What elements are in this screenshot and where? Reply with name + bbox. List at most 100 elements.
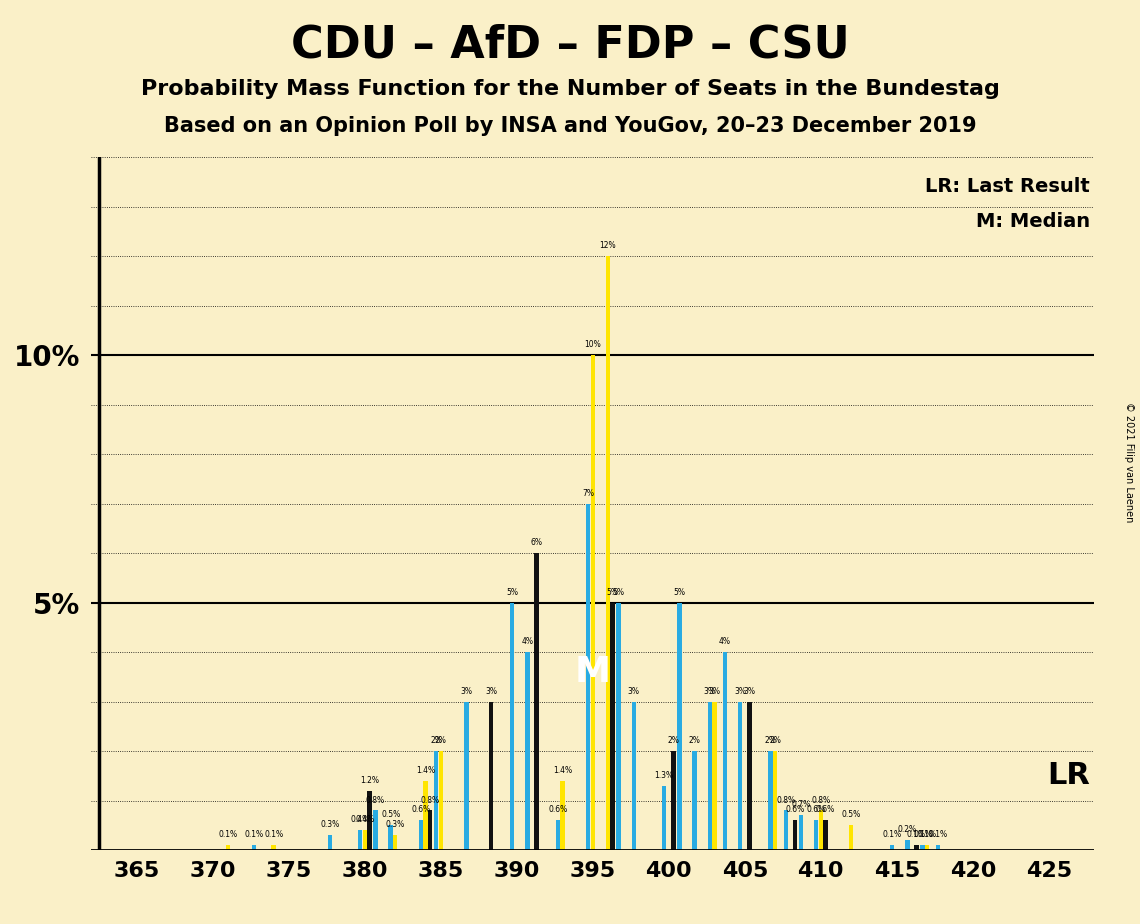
- Text: 0.4%: 0.4%: [356, 815, 374, 824]
- Text: 1.4%: 1.4%: [416, 766, 435, 775]
- Text: 7%: 7%: [583, 489, 594, 498]
- Text: Based on an Opinion Poll by INSA and YouGov, 20–23 December 2019: Based on an Opinion Poll by INSA and You…: [164, 116, 976, 136]
- Text: 3%: 3%: [484, 687, 497, 696]
- Bar: [792, 821, 797, 850]
- Bar: [560, 781, 564, 850]
- Text: 12%: 12%: [600, 241, 617, 250]
- Text: 2%: 2%: [765, 736, 776, 745]
- Bar: [226, 845, 230, 850]
- Bar: [363, 831, 367, 850]
- Bar: [662, 785, 667, 850]
- Text: 0.8%: 0.8%: [776, 796, 796, 805]
- Bar: [252, 845, 256, 850]
- Bar: [747, 701, 751, 850]
- Bar: [936, 845, 940, 850]
- Bar: [738, 701, 742, 850]
- Text: 6%: 6%: [530, 538, 543, 547]
- Bar: [418, 821, 423, 850]
- Text: M: M: [575, 655, 611, 689]
- Text: 5%: 5%: [506, 588, 519, 597]
- Bar: [555, 821, 560, 850]
- Bar: [925, 845, 929, 850]
- Text: 0.6%: 0.6%: [807, 806, 825, 814]
- Bar: [677, 602, 682, 850]
- Text: 2%: 2%: [689, 736, 701, 745]
- Bar: [586, 504, 591, 850]
- Bar: [823, 821, 828, 850]
- Text: 0.1%: 0.1%: [882, 830, 902, 839]
- Text: 0.1%: 0.1%: [219, 830, 237, 839]
- Text: 1.2%: 1.2%: [360, 776, 378, 784]
- Text: 0.3%: 0.3%: [320, 821, 340, 830]
- Bar: [591, 355, 595, 850]
- Bar: [464, 701, 469, 850]
- Bar: [799, 816, 804, 850]
- Text: 1.4%: 1.4%: [553, 766, 572, 775]
- Text: 5%: 5%: [674, 588, 685, 597]
- Bar: [773, 751, 777, 850]
- Bar: [389, 825, 393, 850]
- Text: LR: LR: [1047, 761, 1090, 790]
- Text: 0.1%: 0.1%: [244, 830, 263, 839]
- Bar: [783, 810, 788, 850]
- Text: 0.3%: 0.3%: [385, 821, 405, 830]
- Bar: [434, 751, 439, 850]
- Bar: [373, 810, 377, 850]
- Text: 2%: 2%: [430, 736, 442, 745]
- Text: 3%: 3%: [628, 687, 640, 696]
- Bar: [393, 835, 398, 850]
- Bar: [327, 835, 332, 850]
- Bar: [510, 602, 514, 850]
- Text: 0.8%: 0.8%: [366, 796, 385, 805]
- Bar: [271, 845, 276, 850]
- Text: 2%: 2%: [667, 736, 679, 745]
- Text: 0.1%: 0.1%: [913, 830, 933, 839]
- Bar: [712, 701, 717, 850]
- Bar: [920, 845, 925, 850]
- Text: © 2021 Filip van Laenen: © 2021 Filip van Laenen: [1124, 402, 1133, 522]
- Bar: [768, 751, 773, 850]
- Bar: [489, 701, 494, 850]
- Text: 0.5%: 0.5%: [381, 810, 400, 820]
- Text: 0.6%: 0.6%: [816, 806, 834, 814]
- Text: 5%: 5%: [612, 588, 625, 597]
- Text: 0.7%: 0.7%: [791, 800, 811, 809]
- Text: 0.8%: 0.8%: [421, 796, 440, 805]
- Text: Probability Mass Function for the Number of Seats in the Bundestag: Probability Mass Function for the Number…: [140, 79, 1000, 99]
- Text: 3%: 3%: [734, 687, 747, 696]
- Bar: [692, 751, 697, 850]
- Bar: [367, 791, 372, 850]
- Text: 0.5%: 0.5%: [841, 810, 861, 820]
- Text: 0.2%: 0.2%: [898, 825, 917, 834]
- Bar: [671, 751, 676, 850]
- Bar: [535, 553, 539, 850]
- Bar: [428, 810, 432, 850]
- Text: M: Median: M: Median: [976, 212, 1090, 230]
- Bar: [708, 701, 712, 850]
- Bar: [814, 821, 819, 850]
- Bar: [849, 825, 854, 850]
- Text: 0.6%: 0.6%: [548, 806, 568, 814]
- Text: 0.6%: 0.6%: [785, 806, 805, 814]
- Text: 0.6%: 0.6%: [412, 806, 431, 814]
- Bar: [905, 840, 910, 850]
- Text: 0.1%: 0.1%: [918, 830, 937, 839]
- Bar: [914, 845, 919, 850]
- Bar: [617, 602, 621, 850]
- Text: 1.3%: 1.3%: [654, 771, 674, 780]
- Text: 0.1%: 0.1%: [907, 830, 926, 839]
- Bar: [890, 845, 895, 850]
- Text: CDU – AfD – FDP – CSU: CDU – AfD – FDP – CSU: [291, 23, 849, 67]
- Text: 0.4%: 0.4%: [351, 815, 369, 824]
- Bar: [632, 701, 636, 850]
- Bar: [819, 810, 823, 850]
- Text: 4%: 4%: [521, 638, 534, 646]
- Text: 3%: 3%: [703, 687, 716, 696]
- Bar: [723, 652, 727, 850]
- Bar: [358, 831, 363, 850]
- Text: 3%: 3%: [461, 687, 473, 696]
- Text: LR: Last Result: LR: Last Result: [925, 176, 1090, 196]
- Bar: [605, 256, 610, 850]
- Text: 2%: 2%: [434, 736, 447, 745]
- Text: 4%: 4%: [719, 638, 731, 646]
